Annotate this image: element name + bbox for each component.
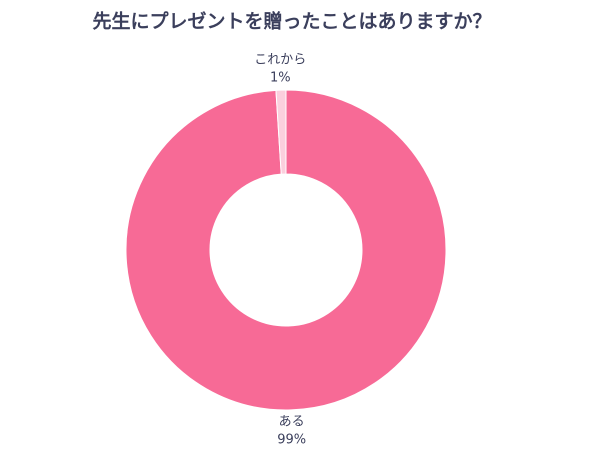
- slice-value-label: 1%: [270, 71, 291, 86]
- slice: [125, 89, 447, 411]
- chart-title: 先生にプレゼントを贈ったことはありますか？: [92, 10, 491, 33]
- slice-label: ある: [279, 414, 305, 429]
- slice-value-label: 99%: [277, 432, 306, 447]
- slice-label: これから: [254, 53, 306, 68]
- slice: [275, 89, 287, 175]
